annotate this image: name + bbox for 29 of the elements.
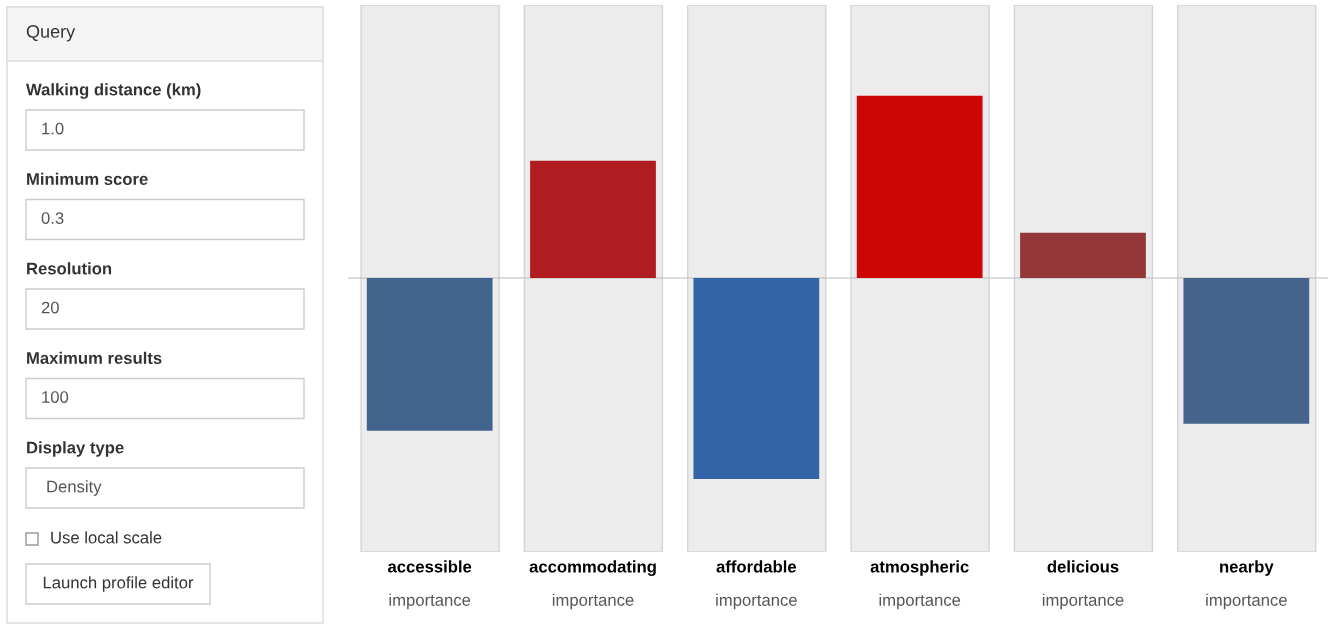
bar: [1020, 232, 1146, 278]
text: Display type: [27, 441, 124, 457]
text: importance: [879, 593, 961, 610]
x-tick-label: accommodating: [529, 560, 656, 576]
bar: [1183, 278, 1310, 424]
text: Minimum score: [27, 172, 148, 185]
text: importance: [716, 593, 797, 610]
text: Resolution: [27, 262, 112, 275]
text: importance: [1042, 593, 1124, 610]
bar: [366, 278, 493, 431]
x-tick-label: atmospheric: [870, 560, 969, 576]
text: 20: [41, 301, 59, 314]
x-tick-label: affordable: [716, 560, 797, 573]
text: importance: [389, 593, 471, 610]
text: Walking distance (km): [26, 83, 201, 99]
text: importance: [552, 593, 634, 610]
text: 0.3: [41, 212, 64, 224]
x-tick-label: accessible: [388, 560, 472, 573]
x-tick-label: delicious: [1047, 560, 1119, 573]
text: Use local scale: [51, 531, 162, 544]
text: Maximum results: [27, 351, 162, 364]
text: importance: [1206, 593, 1287, 610]
text: 1.0: [42, 122, 64, 135]
text: 100: [42, 391, 69, 403]
text: Density: [47, 480, 102, 496]
text: Launch profile editor: [43, 576, 194, 592]
bar: [530, 160, 656, 278]
x-tick-label: nearby: [1220, 560, 1274, 576]
text: Query: [26, 25, 76, 42]
